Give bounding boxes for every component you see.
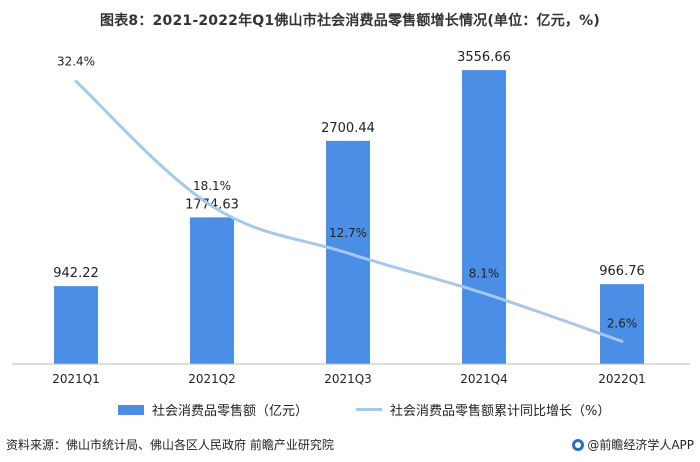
legend: 社会消费品零售额（亿元） 社会消费品零售额累计同比增长（%） bbox=[0, 400, 700, 420]
line-label-2021Q2: 18.1% bbox=[193, 179, 231, 193]
bar-2021Q1 bbox=[54, 286, 98, 364]
bar-2022Q1 bbox=[600, 284, 644, 364]
bar-label-2021Q1: 942.22 bbox=[53, 266, 99, 281]
line-data-labels: 32.4% 18.1% 12.7% 8.1% 2.6% bbox=[57, 54, 637, 330]
legend-line-label: 社会消费品零售额累计同比增长（%） bbox=[390, 404, 611, 419]
bar-series bbox=[54, 70, 644, 364]
bar-label-2021Q3: 2700.44 bbox=[321, 121, 375, 136]
x-tick-2021Q3: 2021Q3 bbox=[324, 372, 372, 386]
x-axis-tick-labels: 2021Q1 2021Q2 2021Q3 2021Q4 2022Q1 bbox=[52, 372, 646, 386]
legend-item-line: 社会消费品零售额累计同比增长（%） bbox=[356, 400, 610, 419]
bar-2021Q4 bbox=[462, 70, 506, 364]
bar-label-2021Q4: 3556.66 bbox=[457, 50, 511, 65]
growth-line bbox=[74, 79, 624, 343]
legend-line-swatch bbox=[356, 408, 382, 411]
line-label-2021Q3: 12.7% bbox=[329, 226, 367, 240]
brand-credit: @前瞻经济学人APP bbox=[572, 436, 694, 453]
bar-label-2022Q1: 966.76 bbox=[599, 264, 645, 279]
x-tick-2021Q4: 2021Q4 bbox=[460, 372, 508, 386]
x-tick-2022Q1: 2022Q1 bbox=[598, 372, 646, 386]
bar-2021Q2 bbox=[190, 217, 234, 364]
brand-logo-icon bbox=[572, 438, 585, 451]
x-tick-2021Q2: 2021Q2 bbox=[188, 372, 236, 386]
legend-bar-label: 社会消费品零售额（亿元） bbox=[152, 404, 309, 419]
line-label-2022Q1: 2.6% bbox=[607, 316, 638, 330]
legend-bar-swatch bbox=[118, 404, 144, 415]
brand-label: @前瞻经济学人APP bbox=[587, 438, 694, 452]
line-label-2021Q4: 8.1% bbox=[469, 266, 500, 280]
legend-item-bar: 社会消费品零售额（亿元） bbox=[118, 400, 308, 419]
line-label-2021Q1: 32.4% bbox=[57, 54, 95, 68]
source-note: 资料来源：佛山市统计局、佛山各区人民政府 前瞻产业研究院 bbox=[6, 438, 334, 452]
chart-title: 图表8：2021-2022年Q1佛山市社会消费品零售额增长情况(单位：亿元，%) bbox=[100, 13, 600, 29]
x-tick-2021Q1: 2021Q1 bbox=[52, 372, 100, 386]
